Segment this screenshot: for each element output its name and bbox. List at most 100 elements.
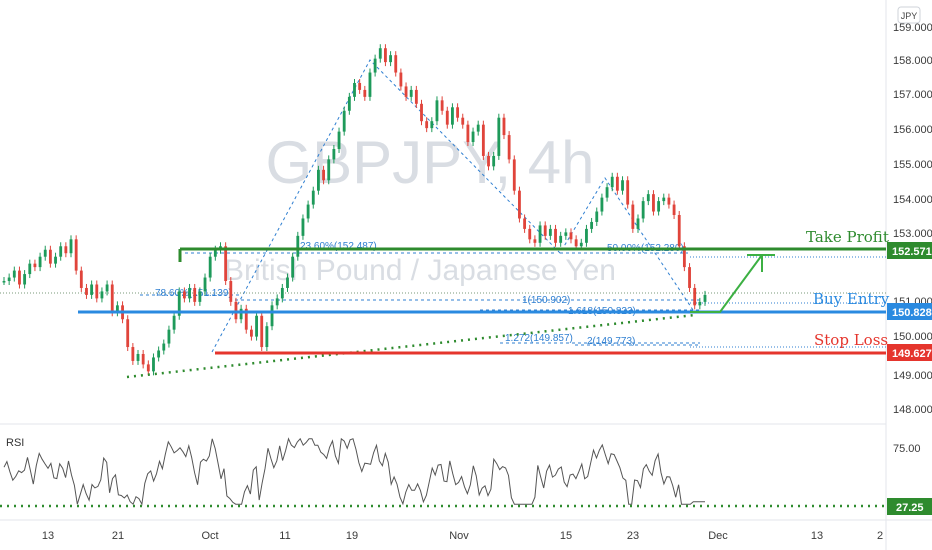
candle	[641, 201, 645, 219]
candle	[631, 204, 635, 229]
time-tick: Oct	[201, 530, 218, 542]
rsi-label: RSI	[6, 437, 24, 449]
candle	[337, 131, 341, 149]
candle	[492, 155, 496, 167]
currency-badge[interactable]	[897, 6, 921, 24]
candle	[440, 100, 444, 111]
candle	[502, 117, 506, 136]
candle	[414, 89, 418, 104]
candle	[64, 246, 68, 254]
candle	[554, 228, 557, 243]
candle	[23, 274, 27, 285]
candle	[126, 319, 130, 348]
candle	[239, 308, 243, 320]
candle	[409, 89, 413, 97]
stop-loss-badge	[887, 344, 932, 361]
candle	[590, 221, 594, 229]
projection-arrow[interactable]	[690, 254, 775, 313]
candle	[373, 58, 377, 73]
candle	[389, 55, 392, 63]
candle	[585, 228, 588, 243]
candle	[677, 215, 681, 247]
buy-entry-badge	[887, 303, 932, 320]
candle	[445, 110, 449, 125]
candle	[466, 124, 470, 143]
candle	[399, 72, 403, 87]
candle	[7, 277, 11, 282]
price-candles	[2, 44, 707, 376]
candle	[48, 249, 52, 264]
rsi-value: 27.25	[896, 502, 924, 514]
candle	[177, 291, 181, 316]
candle	[451, 107, 454, 125]
candle	[626, 180, 630, 205]
buy-entry-label: Buy Entry	[813, 290, 890, 308]
stop-loss-value: 149.627	[892, 348, 932, 360]
candle	[43, 249, 47, 257]
candle	[574, 239, 578, 247]
candle	[105, 284, 109, 292]
candle	[286, 277, 289, 288]
fib-label: 1(150.902)	[522, 295, 570, 306]
symbol-watermark: GBPJPY, 4h	[265, 129, 594, 196]
candle	[456, 107, 460, 118]
candle	[157, 350, 161, 358]
candle	[311, 190, 315, 205]
candle	[203, 277, 207, 292]
candle	[69, 239, 73, 254]
candle	[244, 308, 248, 330]
candle	[461, 117, 465, 125]
time-tick: 19	[346, 530, 358, 542]
candle	[538, 225, 542, 243]
candle	[579, 242, 583, 247]
time-tick: 13	[42, 530, 54, 542]
candle	[518, 190, 521, 219]
candle	[342, 110, 346, 132]
candle	[100, 291, 104, 299]
candle	[347, 96, 351, 111]
price-tick: 156.000	[893, 124, 932, 136]
candle	[528, 228, 532, 240]
candle	[229, 281, 233, 302]
candle	[301, 218, 305, 236]
price-tick: 154.000	[893, 194, 932, 206]
candle	[693, 287, 697, 306]
candle	[33, 263, 37, 268]
trend-line[interactable]	[126, 313, 696, 379]
candle	[420, 103, 423, 122]
candle	[667, 197, 671, 205]
time-tick: 21	[112, 530, 124, 542]
candle	[481, 124, 485, 156]
candle	[193, 287, 197, 302]
candle	[296, 235, 300, 257]
candle	[569, 232, 573, 240]
candle	[152, 357, 155, 372]
candle	[657, 201, 661, 212]
candle	[621, 180, 624, 191]
candle	[317, 169, 320, 191]
candle	[54, 256, 57, 264]
description-watermark: British Pound / Japanese Yen	[224, 254, 616, 287]
fib-label: 1.272(149.857)	[505, 333, 573, 344]
candle	[172, 315, 176, 330]
price-tick: 155.000	[893, 159, 932, 171]
currency-badge-label: JPY	[901, 11, 918, 21]
harmonic-pattern[interactable]	[140, 59, 700, 353]
time-tick: Dec	[708, 530, 728, 542]
candle	[74, 239, 78, 271]
candle	[255, 315, 258, 337]
candle	[213, 249, 217, 257]
candle	[12, 270, 16, 278]
candle	[167, 329, 171, 344]
rsi-value-badge	[887, 498, 932, 515]
time-tick: 2	[877, 530, 883, 542]
time-tick: 15	[560, 530, 572, 542]
candle	[291, 256, 295, 278]
candle	[548, 228, 552, 236]
price-axis: 159.000 158.000 157.000 156.000 155.000 …	[893, 22, 932, 416]
candle	[662, 197, 666, 202]
candle	[672, 204, 676, 215]
price-tick: 158.000	[893, 55, 932, 67]
candle	[471, 131, 475, 143]
